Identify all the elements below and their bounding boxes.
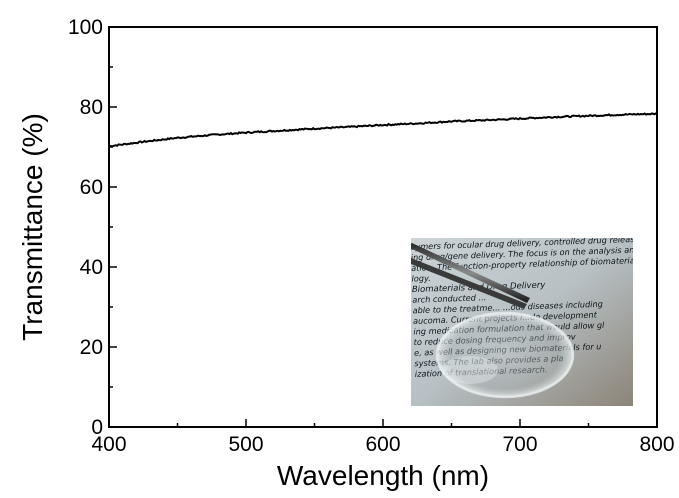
y-axis-title: Transmittance (%)	[17, 113, 48, 341]
y-tick-label: 60	[80, 176, 103, 199]
film-highlight	[442, 356, 498, 384]
y-tick-label: 20	[80, 336, 103, 359]
transparent-film	[435, 311, 575, 399]
inset-text-line: logy.	[411, 273, 431, 284]
x-tick-label: 600	[365, 433, 400, 456]
x-tick-labels: 400 500 600 700 800	[91, 433, 674, 456]
y-tick-label: 40	[80, 256, 103, 279]
inset-photo: oymers for ocular drug delivery, control…	[411, 238, 633, 406]
y-tick-label: 80	[80, 96, 103, 119]
x-tick-label: 800	[639, 433, 674, 456]
y-tick-label: 100	[68, 16, 103, 39]
inset-text-line: arch conducted ...	[412, 292, 486, 305]
x-axis-title: Wavelength (nm)	[277, 460, 489, 491]
x-tick-label: 700	[502, 433, 537, 456]
axis-ticks	[108, 26, 658, 428]
x-tick-label: 400	[91, 433, 126, 456]
x-tick-label: 500	[228, 433, 263, 456]
transmittance-series-line	[108, 112, 658, 148]
y-tick-labels: 0 20 40 60 80 100	[68, 16, 103, 439]
y-tick-label: 0	[91, 416, 103, 439]
tweezers-icon	[411, 243, 530, 309]
